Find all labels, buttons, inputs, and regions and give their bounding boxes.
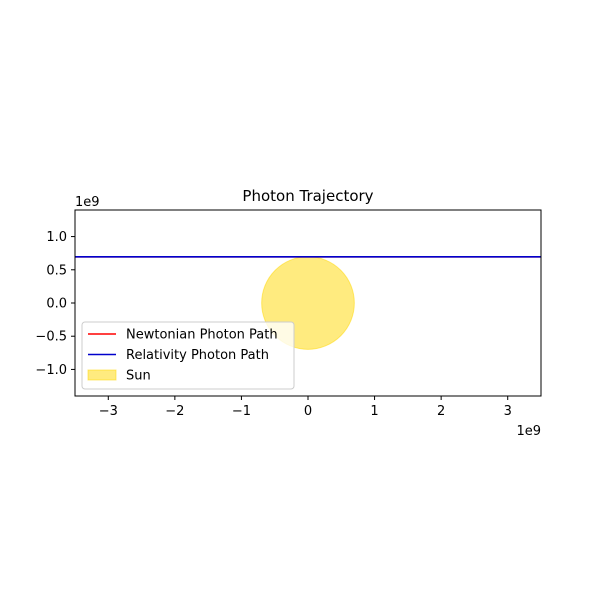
y-tick-label: 0.0 xyxy=(46,297,67,312)
x-tick-label: −2 xyxy=(165,404,184,419)
x-tick-label: −3 xyxy=(99,404,118,419)
x-axis: −3 −2 −1 0 1 2 3 xyxy=(99,396,512,419)
y-axis: 1.0 0.5 0.0 −0.5 −1.0 xyxy=(35,230,75,378)
y-tick-label: −0.5 xyxy=(35,330,67,345)
y-tick-label: 1.0 xyxy=(46,230,67,245)
y-tick-label: −1.0 xyxy=(35,363,67,378)
y-tick-label: 0.5 xyxy=(46,263,67,278)
legend-label: Newtonian Photon Path xyxy=(126,328,278,343)
x-offset-label: 1e9 xyxy=(516,424,541,439)
x-tick-label: 0 xyxy=(304,404,312,419)
chart-title: Photon Trajectory xyxy=(242,187,373,205)
y-offset-label: 1e9 xyxy=(75,195,100,210)
x-tick-label: 1 xyxy=(370,404,378,419)
legend-label: Relativity Photon Path xyxy=(126,348,269,363)
x-tick-label: −1 xyxy=(232,404,251,419)
x-tick-label: 2 xyxy=(437,404,445,419)
x-tick-label: 3 xyxy=(504,404,512,419)
legend-label: Sun xyxy=(126,369,151,384)
legend-swatch-patch xyxy=(87,369,117,381)
legend-box xyxy=(81,321,295,390)
legend: Newtonian Photon Path Relativity Photon P… xyxy=(81,321,295,390)
